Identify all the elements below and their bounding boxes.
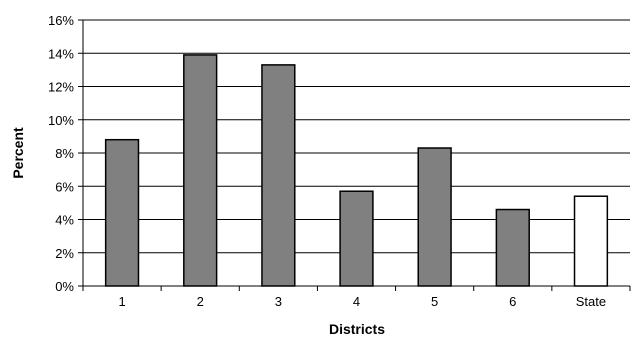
gridlines [83,19,630,254]
axes [78,19,631,291]
bar-1 [104,138,140,287]
y-tick-label-8: 8% [55,146,74,161]
y-tick-label-6: 6% [55,179,74,194]
x-tick-label-4: 4 [353,294,360,309]
x-tick-label-6: 6 [509,294,516,309]
y-tick-label-4: 4% [55,213,74,228]
x-tick-label-5: 5 [431,294,438,309]
x-tick-label-1: 1 [118,294,125,309]
bar-4 [339,190,374,287]
y-tick-label-12: 12% [48,80,74,95]
bars [104,54,609,287]
y-axis-title: Percent [10,127,26,179]
y-tick-label-16: 16% [48,13,74,28]
bar-5 [417,147,452,287]
bar-2 [183,54,218,287]
bar-state [573,195,609,287]
x-tick-label-2: 2 [197,294,204,309]
y-tick-label-14: 14% [48,46,74,61]
bar-3 [261,64,296,287]
y-tick-label-10: 10% [48,113,74,128]
x-axis-title: Districts [329,321,385,337]
x-tick-label-3: 3 [275,294,282,309]
x-tick-label-state: State [576,294,606,309]
tick-labels: 0% 2% 4% 6% 8% 10% 12% 14% 16% 1 2 3 4 5 6 State [48,13,606,309]
y-tick-label-2: 2% [55,246,74,261]
y-tick-label-0: 0% [55,279,74,294]
bar-6 [495,208,530,287]
